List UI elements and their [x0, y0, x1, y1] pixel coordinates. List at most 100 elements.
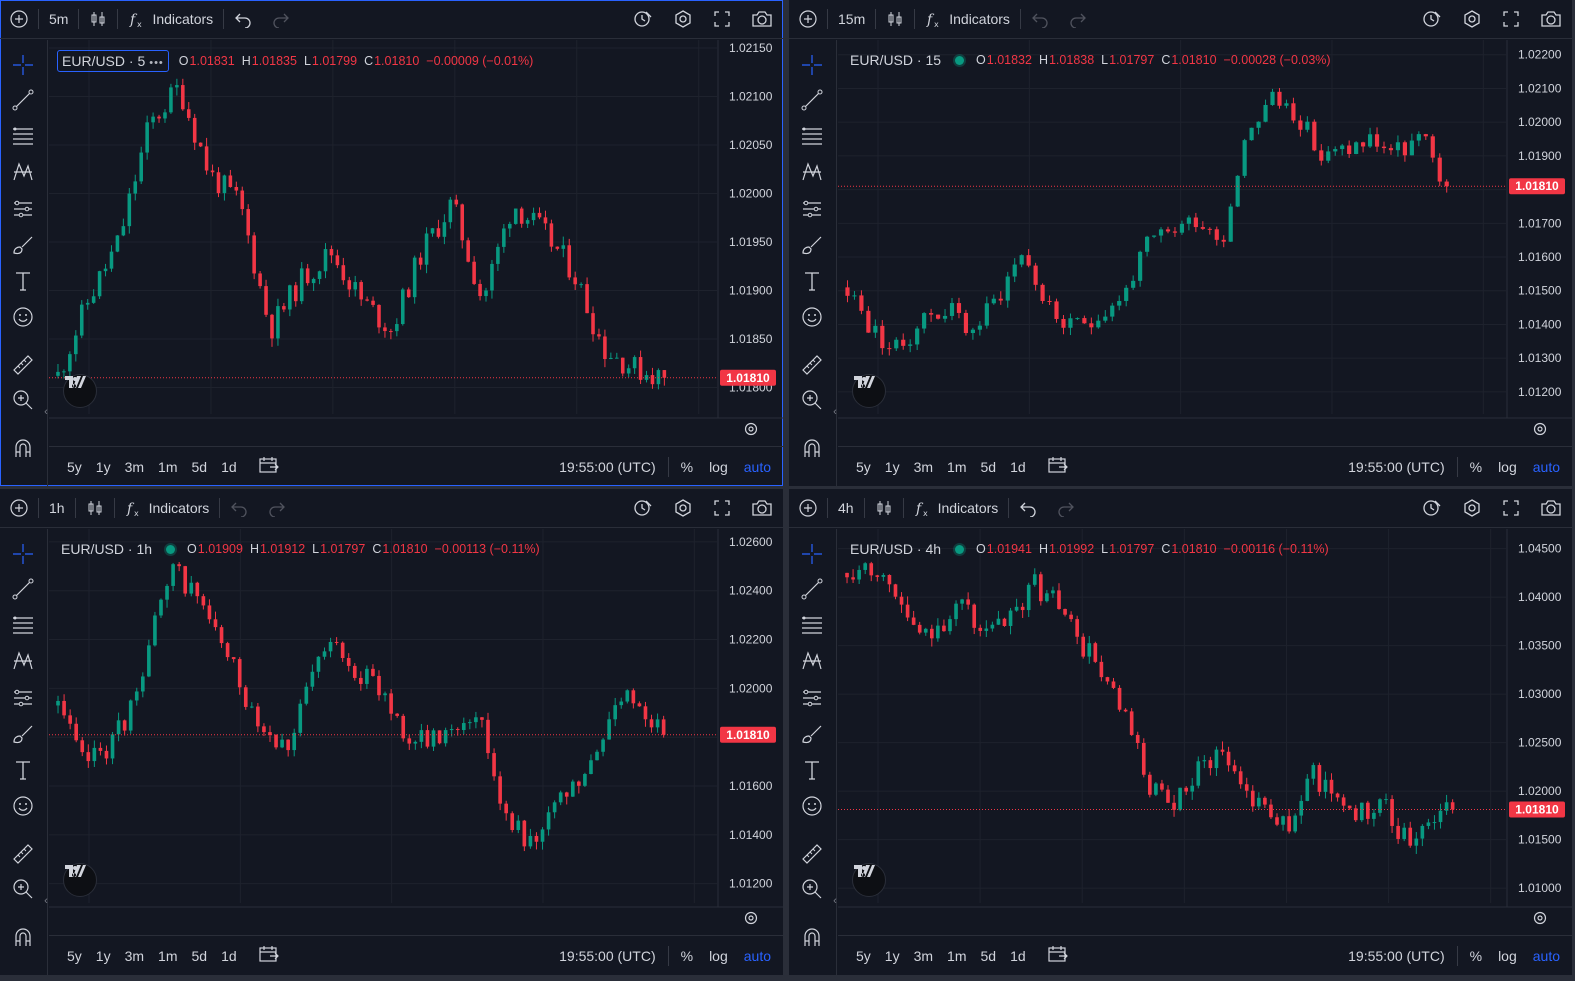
auto-scale-button[interactable]: auto	[743, 947, 771, 964]
log-scale-button[interactable]: log	[709, 947, 728, 964]
range-1d-button[interactable]: 1d	[1010, 947, 1026, 964]
scale-settings-button[interactable]	[1532, 910, 1552, 930]
ruler-tool-button[interactable]	[10, 353, 36, 379]
range-1m-button[interactable]: 1m	[158, 947, 178, 964]
go-to-date-button[interactable]	[1039, 944, 1077, 967]
add-symbol-button[interactable]	[789, 489, 827, 528]
fullscreen-button[interactable]	[1492, 489, 1530, 528]
zoom-tool-button[interactable]	[799, 877, 825, 903]
clock-time[interactable]: 19:55:00 (UTC)	[559, 458, 656, 475]
forecast-tool-button[interactable]	[799, 686, 825, 712]
fullscreen-button[interactable]	[703, 489, 741, 528]
symbol-title[interactable]: EUR/USD · 1h	[57, 539, 156, 559]
range-1y-button[interactable]: 1y	[95, 947, 111, 964]
price-chart[interactable]: 1.022001.021001.020001.019001.018001.017…	[833, 40, 1572, 436]
zoom-tool-button[interactable]	[10, 877, 36, 903]
magnet-tool-button[interactable]	[10, 437, 36, 463]
crosshair-tool-button[interactable]	[799, 542, 825, 568]
range-3m-button[interactable]: 3m	[913, 947, 934, 964]
go-to-date-button[interactable]	[250, 944, 288, 967]
forecast-tool-button[interactable]	[10, 197, 36, 223]
forecast-tool-button[interactable]	[10, 686, 36, 712]
tradingview-logo[interactable]	[63, 374, 97, 408]
collapse-toolbar-button[interactable]: ‹	[830, 893, 840, 909]
fib-tool-button[interactable]	[799, 124, 825, 150]
scale-settings-button[interactable]	[743, 421, 763, 441]
zoom-tool-button[interactable]	[799, 388, 825, 414]
crosshair-tool-button[interactable]	[10, 542, 36, 568]
collapse-toolbar-button[interactable]: ‹	[830, 404, 840, 420]
scale-settings-button[interactable]	[743, 910, 763, 930]
pattern-tool-button[interactable]	[10, 160, 36, 186]
alert-button[interactable]	[623, 489, 663, 528]
trendline-tool-button[interactable]	[10, 88, 36, 114]
fullscreen-button[interactable]	[703, 0, 741, 39]
indicators-button[interactable]: f x Indicators	[904, 489, 1009, 528]
range-5y-button[interactable]: 5y	[856, 947, 871, 964]
magnet-tool-button[interactable]	[10, 926, 36, 952]
chart-pane-15m[interactable]: 15m f x Indicators 1.02200 1.02100 1.02000 1.…	[789, 0, 1572, 486]
brush-tool-button[interactable]	[10, 233, 36, 259]
range-5y-button[interactable]: 5y	[67, 458, 82, 475]
auto-scale-button[interactable]: auto	[1532, 458, 1560, 475]
range-1d-button[interactable]: 1d	[1010, 458, 1026, 475]
undo-button[interactable]	[224, 0, 262, 39]
clock-time[interactable]: 19:55:00 (UTC)	[1348, 947, 1445, 964]
pattern-tool-button[interactable]	[10, 649, 36, 675]
range-5d-button[interactable]: 5d	[191, 947, 208, 964]
undo-button[interactable]	[1021, 0, 1059, 39]
range-5d-button[interactable]: 5d	[980, 947, 997, 964]
settings-button[interactable]	[1452, 0, 1492, 39]
log-scale-button[interactable]: log	[1498, 947, 1517, 964]
text-tool-button[interactable]	[799, 758, 825, 784]
interval-button[interactable]: 4h	[838, 500, 854, 516]
fib-tool-button[interactable]	[799, 613, 825, 639]
chart-pane-1h[interactable]: 1h f x Indicators 1.02600 1.02400 1.02200 1.0…	[0, 489, 783, 975]
range-1d-button[interactable]: 1d	[221, 947, 237, 964]
clock-time[interactable]: 19:55:00 (UTC)	[559, 947, 656, 964]
range-1y-button[interactable]: 1y	[884, 458, 900, 475]
redo-button[interactable]	[1047, 489, 1085, 528]
snapshot-button[interactable]	[1530, 0, 1572, 39]
log-scale-button[interactable]: log	[1498, 458, 1517, 475]
trendline-tool-button[interactable]	[799, 88, 825, 114]
percent-scale-button[interactable]: %	[680, 947, 694, 964]
alert-button[interactable]	[1412, 489, 1452, 528]
trendline-tool-button[interactable]	[799, 577, 825, 603]
auto-scale-button[interactable]: auto	[1532, 947, 1560, 964]
magnet-tool-button[interactable]	[799, 926, 825, 952]
add-symbol-button[interactable]	[0, 489, 38, 528]
range-5y-button[interactable]: 5y	[67, 947, 82, 964]
undo-button[interactable]	[1009, 489, 1047, 528]
percent-scale-button[interactable]: %	[1469, 947, 1483, 964]
crosshair-tool-button[interactable]	[10, 53, 36, 79]
symbol-title[interactable]: EUR/USD · 15	[846, 50, 945, 70]
alert-button[interactable]	[623, 0, 663, 39]
tradingview-logo[interactable]	[63, 863, 97, 897]
range-1y-button[interactable]: 1y	[884, 947, 900, 964]
go-to-date-button[interactable]	[250, 455, 288, 478]
chart-type-button[interactable]	[76, 489, 114, 528]
redo-button[interactable]	[1059, 0, 1097, 39]
chart-type-button[interactable]	[79, 0, 117, 39]
redo-button[interactable]	[262, 0, 300, 39]
range-5d-button[interactable]: 5d	[191, 458, 208, 475]
interval-button[interactable]: 1h	[49, 500, 65, 516]
magnet-tool-button[interactable]	[799, 437, 825, 463]
interval-button[interactable]: 15m	[838, 11, 866, 27]
pattern-tool-button[interactable]	[799, 160, 825, 186]
chart-pane-5m[interactable]: 5m f x Indicators 1.02150 1.02100 1.02050 1.0…	[0, 0, 783, 486]
collapse-toolbar-button[interactable]: ‹	[41, 893, 51, 909]
settings-button[interactable]	[663, 0, 703, 39]
settings-button[interactable]	[1452, 489, 1492, 528]
interval-button[interactable]: 5m	[49, 11, 69, 27]
collapse-toolbar-button[interactable]: ‹	[41, 404, 51, 420]
percent-scale-button[interactable]: %	[680, 458, 694, 475]
ruler-tool-button[interactable]	[799, 353, 825, 379]
chart-type-button[interactable]	[865, 489, 903, 528]
range-1m-button[interactable]: 1m	[947, 458, 967, 475]
range-3m-button[interactable]: 3m	[124, 458, 145, 475]
fib-tool-button[interactable]	[10, 613, 36, 639]
redo-button[interactable]	[258, 489, 296, 528]
alert-button[interactable]	[1412, 0, 1452, 39]
